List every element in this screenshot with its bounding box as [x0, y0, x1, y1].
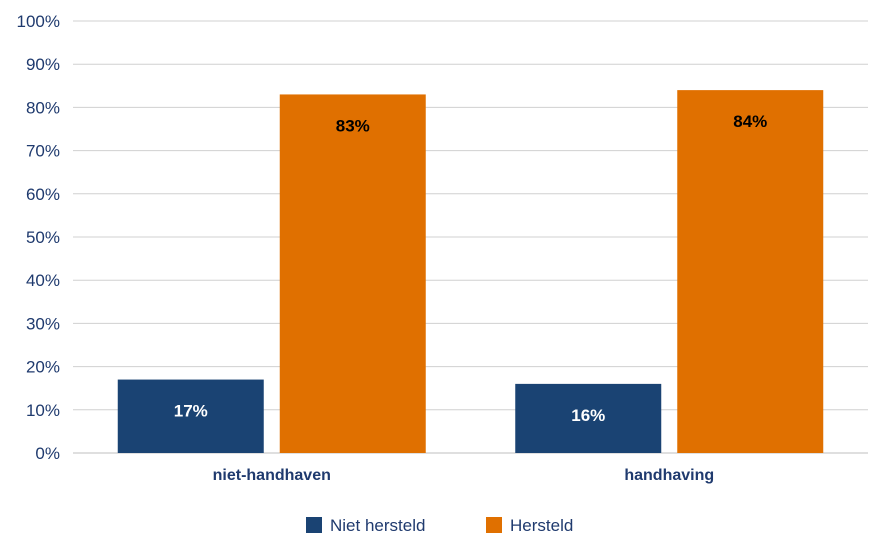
category-label: handhaving: [624, 467, 714, 484]
y-tick-label: 90%: [26, 55, 60, 74]
legend-label: Hersteld: [510, 516, 573, 535]
y-tick-label: 50%: [26, 228, 60, 247]
bar: [279, 94, 426, 453]
bar: [117, 379, 264, 453]
data-labels: 17% 83% 16% 84%: [174, 112, 768, 425]
x-axis-categories: niet-handhaven handhaving: [213, 467, 715, 484]
y-tick-label: 20%: [26, 358, 60, 377]
data-label: 83%: [336, 116, 370, 135]
bars: [117, 90, 824, 454]
category-label: niet-handhaven: [213, 467, 331, 484]
data-label: 84%: [733, 112, 767, 131]
bar: [515, 383, 662, 453]
bar: [677, 90, 824, 454]
y-tick-label: 60%: [26, 185, 60, 204]
legend-label: Niet hersteld: [330, 516, 425, 535]
y-tick-label: 10%: [26, 401, 60, 420]
y-tick-label: 40%: [26, 271, 60, 290]
legend-swatch: [306, 517, 322, 533]
y-tick-label: 70%: [26, 142, 60, 161]
y-tick-label: 80%: [26, 98, 60, 117]
legend: Niet hersteld Hersteld: [306, 516, 573, 535]
y-axis-ticks: 0% 10% 20% 30% 40% 50% 60% 70% 80% 90% 100%: [17, 12, 60, 463]
y-tick-label: 30%: [26, 314, 60, 333]
legend-swatch: [486, 517, 502, 533]
data-label: 16%: [571, 406, 605, 425]
y-tick-label: 0%: [35, 444, 60, 463]
y-tick-label: 100%: [17, 12, 60, 31]
data-label: 17%: [174, 402, 208, 421]
